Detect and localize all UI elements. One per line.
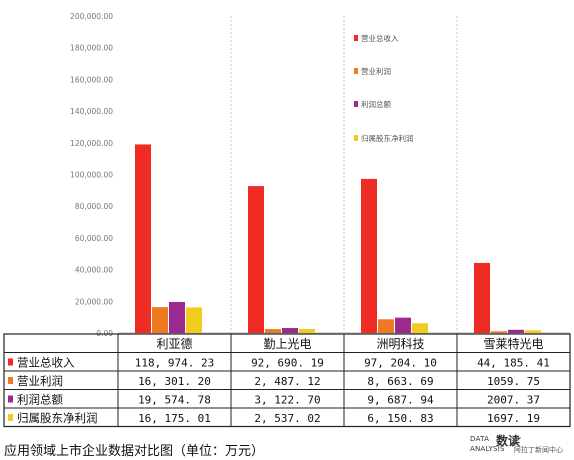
data-label: 97, 204. 10 (364, 357, 437, 370)
brand-logo: DATA 数读 ANALYSIS 阿拉丁新闻中心 (470, 433, 570, 457)
bar-1 (135, 144, 151, 333)
legend-label: 归属股东净利润 (361, 133, 414, 143)
table-row-label: 利润总额 (17, 393, 63, 407)
data-label: 19, 574. 78 (138, 394, 211, 407)
data-label: 8, 663. 69 (367, 375, 433, 388)
legend-label: 利润总额 (361, 99, 391, 109)
x-tick-label: 雪莱特光电 (483, 336, 543, 351)
bar-3 (282, 328, 298, 333)
bar-1 (248, 186, 264, 333)
legend-label: 营业利润 (361, 66, 391, 76)
chart-title: 应用领域上市企业数据对比图（单位：万元） (4, 444, 265, 459)
brand-cn: 数读 (496, 434, 521, 448)
data-label: 44, 185. 41 (477, 357, 550, 370)
bar-4 (525, 330, 541, 333)
legend-swatch (354, 135, 358, 141)
bar-1 (474, 262, 490, 333)
table-row-label: 归属股东净利润 (17, 411, 98, 425)
y-tick-label: 180,000.00 (70, 44, 113, 53)
data-label: 2, 487. 12 (254, 375, 320, 388)
data-label: 2, 537. 02 (254, 412, 320, 425)
data-label: 2007. 37 (487, 394, 540, 407)
table-row-swatch (8, 414, 13, 421)
table-row-label: 营业总收入 (17, 356, 75, 370)
bar-1 (361, 178, 377, 333)
bar-3 (395, 317, 411, 333)
bar-2 (265, 329, 281, 333)
data-label: 3, 122. 70 (254, 394, 320, 407)
bar-2 (152, 307, 168, 333)
data-label: 6, 150. 83 (367, 412, 433, 425)
legend-swatch (354, 101, 358, 107)
bar-4 (299, 328, 315, 333)
data-label: 16, 175. 01 (138, 412, 211, 425)
y-tick-label: 100,000.00 (70, 171, 113, 180)
y-tick-label: 40,000.00 (75, 266, 113, 275)
brand-data: DATA (470, 435, 490, 443)
y-tick-label: 140,000.00 (70, 107, 113, 116)
y-tick-label: 60,000.00 (75, 234, 113, 243)
data-label: 118, 974. 23 (135, 357, 214, 370)
legend-label: 营业总收入 (361, 33, 399, 43)
brand-analysis: ANALYSIS (470, 445, 505, 453)
y-tick-label: 120,000.00 (70, 139, 113, 148)
bar-4 (412, 323, 428, 333)
x-tick-label: 利亚德 (156, 336, 192, 351)
bar-3 (508, 329, 524, 333)
y-tick-label: 80,000.00 (75, 202, 113, 211)
bar-4 (186, 307, 202, 333)
data-label: 1059. 75 (487, 375, 540, 388)
bar-2 (491, 331, 507, 333)
data-label: 16, 301. 20 (138, 375, 211, 388)
y-tick-label: 20,000.00 (75, 297, 113, 306)
data-label: 1697. 19 (487, 412, 540, 425)
chart-svg: 0.0020,000.0040,000.0060,000.0080,000.00… (3, 12, 571, 428)
bar-2 (378, 319, 394, 333)
table-row-label: 营业利润 (17, 374, 63, 388)
table-border (3, 333, 571, 428)
table-row-swatch (8, 377, 13, 384)
data-label: 92, 690. 19 (251, 357, 324, 370)
y-tick-label: 200,000.00 (70, 12, 113, 21)
legend-swatch (354, 35, 358, 41)
x-tick-label: 勤上光电 (263, 337, 311, 351)
bar-3 (169, 301, 185, 333)
brand-source: 阿拉丁新闻中心 (514, 446, 563, 454)
x-tick-label: 洲明科技 (376, 337, 424, 351)
data-label: 9, 687. 94 (367, 394, 434, 407)
y-tick-label: 160,000.00 (70, 75, 113, 84)
table-row-swatch (8, 395, 13, 403)
legend-swatch (354, 68, 358, 74)
table-row-swatch (8, 358, 13, 366)
